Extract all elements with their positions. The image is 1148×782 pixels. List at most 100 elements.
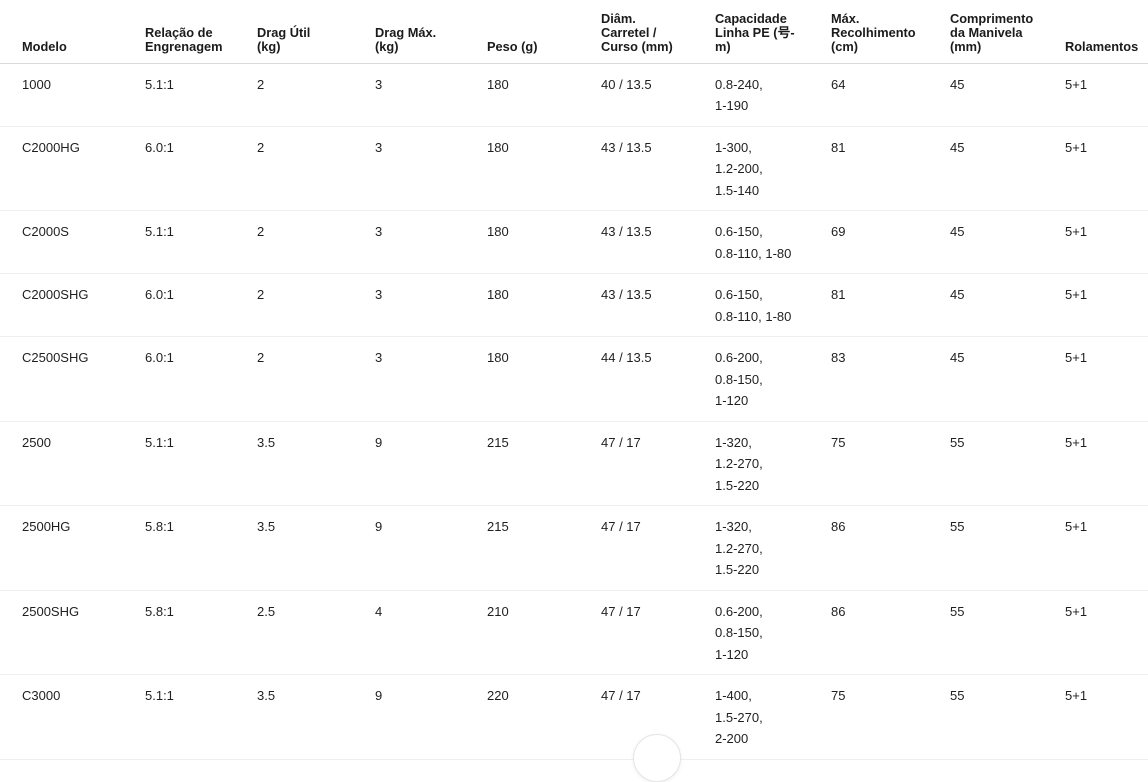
column-header-comprimento_manivela: Comprimento da Manivela (mm) [950, 0, 1065, 64]
cell-capacidade_linha_pe: 1-320, 1.2-270, 1.5-220 [715, 421, 831, 507]
cell-capacidade_linha_pe: 1-320, 1.2-270, 1.5-220 [715, 505, 831, 591]
table-row: 2500SHG 5.8:1 2.5 4 210 47 / 17 0.6-200, 0.8-1… [0, 590, 1148, 676]
cell-relacao_engrenagem: 5.1:1 [145, 210, 257, 275]
cell-comprimento_manivela: 45 [950, 273, 1065, 338]
cell-rolamentos: 5+1 [1065, 674, 1148, 760]
cell-max_recolhimento: 81 [831, 126, 950, 212]
cell-rolamentos: 5+1 [1065, 590, 1148, 676]
table-row: C2000S 5.1:1 2 3 180 43 / 13.5 0.6-150, 0.8-11… [0, 210, 1148, 275]
column-header-drag_util: Drag Útil (kg) [257, 0, 375, 64]
cell-peso: 180 [487, 273, 601, 338]
cell-comprimento_manivela: 45 [950, 126, 1065, 212]
cell-diam_carretel_curso: 47 / 17 [601, 590, 715, 676]
cell-relacao_engrenagem: 6.0:1 [145, 126, 257, 212]
cell-drag_max: 9 [375, 674, 487, 760]
cell-rolamentos: 5+1 [1065, 210, 1148, 275]
cell-peso: 180 [487, 63, 601, 127]
cell-peso: 220 [487, 674, 601, 760]
column-header-relacao_engrenagem: Relação de Engrenagem [145, 0, 257, 64]
table-row: C3000 5.1:1 3.5 9 220 47 / 17 1-400, 1.5-270, … [0, 674, 1148, 760]
column-header-peso: Peso (g) [487, 0, 601, 64]
cell-diam_carretel_curso: 40 / 13.5 [601, 63, 715, 127]
table-header: Modelo Relação de Engrenagem Drag Útil (kg… [0, 0, 1148, 64]
cell-diam_carretel_curso: 43 / 13.5 [601, 273, 715, 338]
cell-drag_util: 2 [257, 336, 375, 422]
table-row: 1000 5.1:1 2 3 180 40 / 13.5 0.8-240, 1-190 64 4… [0, 63, 1148, 127]
cell-drag_util: 3.5 [257, 421, 375, 507]
cell-max_recolhimento: 86 [831, 590, 950, 676]
cell-capacidade_linha_pe: 1-400, 1.5-270, 2-200 [715, 674, 831, 760]
cell-modelo: C2000S [0, 210, 145, 275]
cell-drag_max: 3 [375, 63, 487, 127]
cell-relacao_engrenagem: 5.8:1 [145, 505, 257, 591]
table-row: C2000HG 6.0:1 2 3 180 43 / 13.5 1-300, 1.2-200… [0, 126, 1148, 212]
table-row: 2500HG 5.8:1 3.5 9 215 47 / 17 1-320, 1.2-270,… [0, 505, 1148, 591]
cell-capacidade_linha_pe: 0.6-150, 0.8-110, 1-80 [715, 210, 831, 275]
table-body: 1000 5.1:1 2 3 180 40 / 13.5 0.8-240, 1-190 64 4… [0, 63, 1148, 760]
column-header-modelo: Modelo [0, 0, 145, 64]
cell-drag_util: 2 [257, 273, 375, 338]
cell-max_recolhimento: 64 [831, 63, 950, 127]
reel-specs-table: Modelo Relação de Engrenagem Drag Útil (kg… [0, 0, 1148, 760]
cell-capacidade_linha_pe: 0.6-200, 0.8-150, 1-120 [715, 336, 831, 422]
cell-peso: 180 [487, 336, 601, 422]
cell-max_recolhimento: 75 [831, 674, 950, 760]
cell-rolamentos: 5+1 [1065, 63, 1148, 127]
cell-drag_max: 3 [375, 336, 487, 422]
cell-diam_carretel_curso: 43 / 13.5 [601, 210, 715, 275]
cell-relacao_engrenagem: 5.8:1 [145, 590, 257, 676]
cell-capacidade_linha_pe: 1-300, 1.2-200, 1.5-140 [715, 126, 831, 212]
cell-rolamentos: 5+1 [1065, 273, 1148, 338]
cell-rolamentos: 5+1 [1065, 336, 1148, 422]
cell-relacao_engrenagem: 6.0:1 [145, 336, 257, 422]
cell-modelo: C3000 [0, 674, 145, 760]
cell-drag_max: 9 [375, 421, 487, 507]
cell-drag_util: 2.5 [257, 590, 375, 676]
cell-max_recolhimento: 86 [831, 505, 950, 591]
cell-capacidade_linha_pe: 0.6-200, 0.8-150, 1-120 [715, 590, 831, 676]
table-row: C2000SHG 6.0:1 2 3 180 43 / 13.5 0.6-150, 0.8-… [0, 273, 1148, 338]
column-header-max_recolhimento: Máx. Recolhimento (cm) [831, 0, 950, 64]
cell-rolamentos: 5+1 [1065, 505, 1148, 591]
cell-drag_util: 2 [257, 63, 375, 127]
cell-rolamentos: 5+1 [1065, 126, 1148, 212]
cell-peso: 210 [487, 590, 601, 676]
cell-drag_util: 3.5 [257, 674, 375, 760]
cell-relacao_engrenagem: 5.1:1 [145, 421, 257, 507]
column-header-diam_carretel_curso: Diâm. Carretel / Curso (mm) [601, 0, 715, 64]
cell-peso: 180 [487, 210, 601, 275]
cell-comprimento_manivela: 55 [950, 674, 1065, 760]
cell-comprimento_manivela: 45 [950, 336, 1065, 422]
cell-peso: 215 [487, 421, 601, 507]
cell-drag_util: 3.5 [257, 505, 375, 591]
cell-drag_util: 2 [257, 126, 375, 212]
cell-peso: 215 [487, 505, 601, 591]
cell-comprimento_manivela: 45 [950, 63, 1065, 127]
cell-modelo: 2500 [0, 421, 145, 507]
cell-comprimento_manivela: 45 [950, 210, 1065, 275]
cell-drag_max: 9 [375, 505, 487, 591]
table-row: 2500 5.1:1 3.5 9 215 47 / 17 1-320, 1.2-270, 1… [0, 421, 1148, 507]
cell-rolamentos: 5+1 [1065, 421, 1148, 507]
cell-max_recolhimento: 83 [831, 336, 950, 422]
cell-diam_carretel_curso: 47 / 17 [601, 421, 715, 507]
table-row: C2500SHG 6.0:1 2 3 180 44 / 13.5 0.6-200, 0.8-… [0, 336, 1148, 422]
scroll-button[interactable] [633, 734, 681, 782]
cell-diam_carretel_curso: 43 / 13.5 [601, 126, 715, 212]
cell-modelo: 1000 [0, 63, 145, 127]
cell-diam_carretel_curso: 47 / 17 [601, 505, 715, 591]
cell-capacidade_linha_pe: 0.8-240, 1-190 [715, 63, 831, 127]
cell-max_recolhimento: 75 [831, 421, 950, 507]
cell-capacidade_linha_pe: 0.6-150, 0.8-110, 1-80 [715, 273, 831, 338]
cell-modelo: C2000SHG [0, 273, 145, 338]
cell-relacao_engrenagem: 5.1:1 [145, 63, 257, 127]
cell-modelo: 2500SHG [0, 590, 145, 676]
cell-comprimento_manivela: 55 [950, 421, 1065, 507]
cell-modelo: 2500HG [0, 505, 145, 591]
cell-drag_util: 2 [257, 210, 375, 275]
cell-relacao_engrenagem: 6.0:1 [145, 273, 257, 338]
cell-max_recolhimento: 81 [831, 273, 950, 338]
cell-max_recolhimento: 69 [831, 210, 950, 275]
column-header-capacidade_linha_pe: Capacidade Linha PE (号- m) [715, 0, 831, 64]
cell-drag_max: 3 [375, 210, 487, 275]
